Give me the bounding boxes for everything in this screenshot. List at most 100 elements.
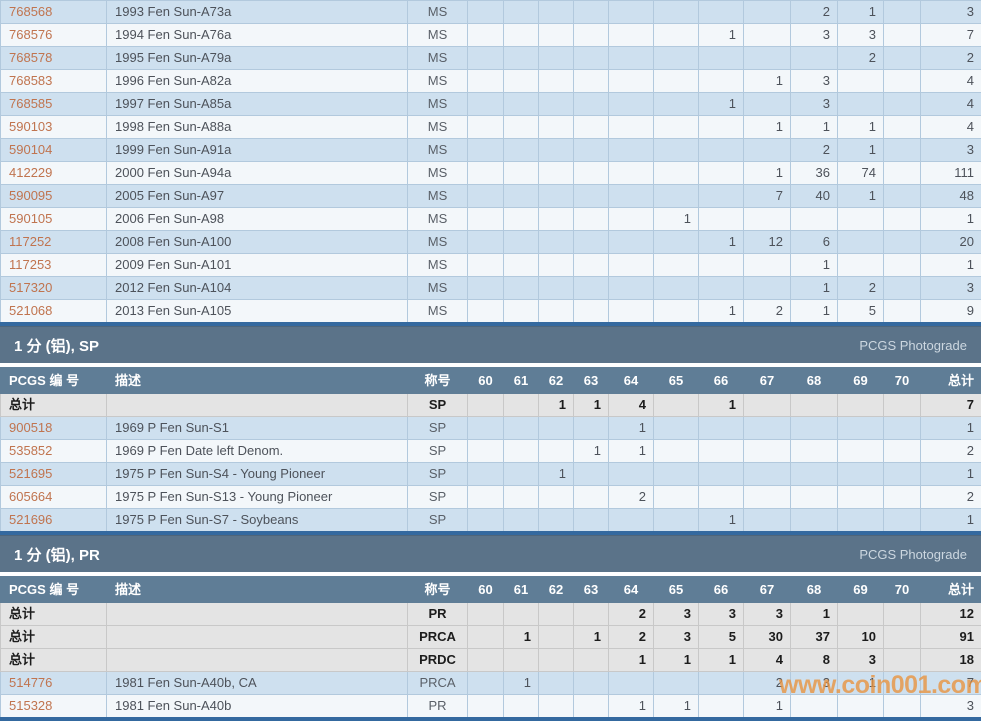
pcgs-number-link[interactable]: 768568	[1, 1, 107, 24]
grade-68-cell: 40	[791, 185, 838, 208]
col-header-grade-63: 63	[574, 577, 609, 603]
coin-description: 1975 P Fen Sun-S4 - Young Pioneer	[107, 463, 408, 486]
grade-62-cell	[539, 47, 574, 70]
totals-label: 总计	[1, 603, 107, 626]
grade-68-cell: 3	[791, 24, 838, 47]
pcgs-number-link[interactable]: 768583	[1, 70, 107, 93]
coin-description: 1981 Fen Sun-A40b, CA	[107, 672, 408, 695]
grade-62-cell	[539, 509, 574, 534]
pcgs-number-link[interactable]: 521068	[1, 300, 107, 325]
col-header-grade-61: 61	[504, 368, 539, 394]
coin-description: 1994 Fen Sun-A76a	[107, 24, 408, 47]
grade-67-cell: 2	[744, 672, 791, 695]
grade-69-cell	[838, 440, 884, 463]
grade-60-cell	[468, 417, 504, 440]
pcgs-number-link[interactable]: 900518	[1, 417, 107, 440]
pcgs-number-link[interactable]: 590095	[1, 185, 107, 208]
coin-description: 1997 Fen Sun-A85a	[107, 93, 408, 116]
grade-63-cell	[574, 24, 609, 47]
pcgs-number-link[interactable]: 514776	[1, 672, 107, 695]
pcgs-number-link[interactable]: 535852	[1, 440, 107, 463]
pcgs-number-link[interactable]: 590105	[1, 208, 107, 231]
total-cell: 3	[921, 1, 981, 24]
grade-70-cell	[884, 394, 921, 417]
grade-63-cell: 1	[574, 440, 609, 463]
grade-65-cell	[654, 277, 699, 300]
coin-description: 1969 P Fen Sun-S1	[107, 417, 408, 440]
total-cell: 4	[921, 93, 981, 116]
grade-62-cell	[539, 300, 574, 325]
grade-65-cell	[654, 300, 699, 325]
grade-66-cell	[699, 162, 744, 185]
grade-68-cell: 1	[791, 603, 838, 626]
description-cell	[107, 626, 408, 649]
grade-61-cell	[504, 463, 539, 486]
grade-69-cell	[838, 695, 884, 720]
grade-67-cell: 30	[744, 626, 791, 649]
grade-64-cell	[609, 208, 654, 231]
grade-70-cell	[884, 24, 921, 47]
grade-64-cell	[609, 463, 654, 486]
grade-68-cell: 1	[791, 277, 838, 300]
grade-67-cell	[744, 47, 791, 70]
grade-63-cell	[574, 463, 609, 486]
designation-cell: MS	[408, 185, 468, 208]
pcgs-number-link[interactable]: 605664	[1, 486, 107, 509]
grade-66-cell: 1	[699, 24, 744, 47]
grade-62-cell	[539, 185, 574, 208]
grade-67-cell	[744, 277, 791, 300]
grade-61-cell	[504, 93, 539, 116]
pcgs-number-link[interactable]: 517320	[1, 277, 107, 300]
grade-67-cell	[744, 254, 791, 277]
grade-65-cell	[654, 93, 699, 116]
pcgs-number-link[interactable]: 768585	[1, 93, 107, 116]
grade-67-cell	[744, 417, 791, 440]
coin-description: 1995 Fen Sun-A79a	[107, 47, 408, 70]
grade-66-cell: 1	[699, 509, 744, 534]
col-header-grade-64: 64	[609, 577, 654, 603]
col-header-designation: 称号	[408, 368, 468, 394]
col-header-grade-67: 67	[744, 368, 791, 394]
pcgs-number-link[interactable]: 590104	[1, 139, 107, 162]
pcgs-number-link[interactable]: 412229	[1, 162, 107, 185]
col-header-grade-60: 60	[468, 368, 504, 394]
total-cell: 7	[921, 24, 981, 47]
pcgs-number-link[interactable]: 117253	[1, 254, 107, 277]
coin-description: 1981 Fen Sun-A40b	[107, 695, 408, 720]
grade-70-cell	[884, 277, 921, 300]
totals-label: 总计	[1, 626, 107, 649]
grade-67-cell: 1	[744, 116, 791, 139]
grade-70-cell	[884, 70, 921, 93]
pcgs-number-link[interactable]: 768578	[1, 47, 107, 70]
grade-67-cell	[744, 463, 791, 486]
photograde-link[interactable]: PCGS Photograde	[859, 338, 967, 353]
grade-70-cell	[884, 254, 921, 277]
grade-65-cell	[654, 185, 699, 208]
grade-60-cell	[468, 277, 504, 300]
pcgs-number-link[interactable]: 521695	[1, 463, 107, 486]
pcgs-number-link[interactable]: 515328	[1, 695, 107, 720]
designation-cell: SP	[408, 486, 468, 509]
grade-60-cell	[468, 254, 504, 277]
grade-68-cell	[791, 486, 838, 509]
grade-63-cell	[574, 672, 609, 695]
pcgs-number-link[interactable]: 590103	[1, 116, 107, 139]
grade-61-cell: 1	[504, 626, 539, 649]
pcgs-number-link[interactable]: 117252	[1, 231, 107, 254]
grade-63-cell	[574, 300, 609, 325]
grade-62-cell	[539, 231, 574, 254]
grade-67-cell	[744, 1, 791, 24]
pcgs-number-link[interactable]: 521696	[1, 509, 107, 534]
section-title-sp: 1 分 (铝), SP	[14, 335, 99, 356]
coin-description: 2006 Fen Sun-A98	[107, 208, 408, 231]
photograde-link[interactable]: PCGS Photograde	[859, 547, 967, 562]
grade-61-cell	[504, 70, 539, 93]
grade-64-cell	[609, 47, 654, 70]
grade-60-cell	[468, 509, 504, 534]
pcgs-number-link[interactable]: 768576	[1, 24, 107, 47]
grade-63-cell	[574, 116, 609, 139]
